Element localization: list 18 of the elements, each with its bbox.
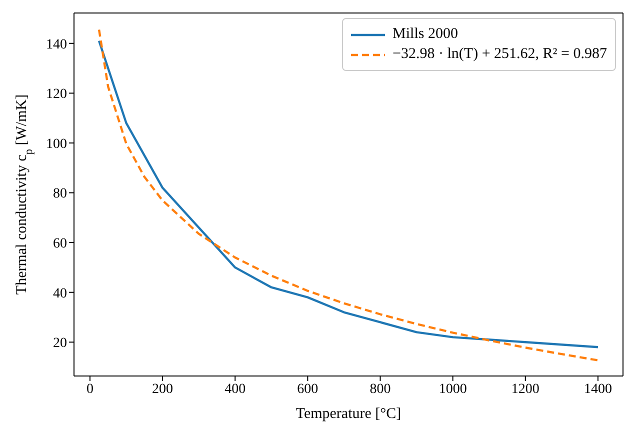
x-tick-label: 1200 [511,382,540,397]
y-tick-label: 100 [46,136,67,152]
y-tick-label: 60 [53,236,67,252]
y-tick-label: 20 [53,336,67,352]
x-tick-label: 0 [86,382,94,397]
y-tick-label: 140 [46,37,67,52]
y-tick-label: 80 [53,186,67,202]
x-tick-label: 400 [224,382,246,397]
x-tick-label: 800 [370,382,391,397]
x-tick-label: 200 [152,382,174,397]
y-tick-label: 40 [53,286,67,302]
y-tick-label: 120 [46,87,67,102]
x-tick-label: 1000 [438,382,467,397]
x-tick-label: 600 [297,382,318,397]
x-axis-title: Temperature [°C] [296,406,402,422]
legend-label: Mills 2000 [392,26,458,43]
x-tick-label: 1400 [584,382,612,397]
legend-label: −32.98 · ln(T) + 251.62, R² = 0.987 [392,46,607,63]
